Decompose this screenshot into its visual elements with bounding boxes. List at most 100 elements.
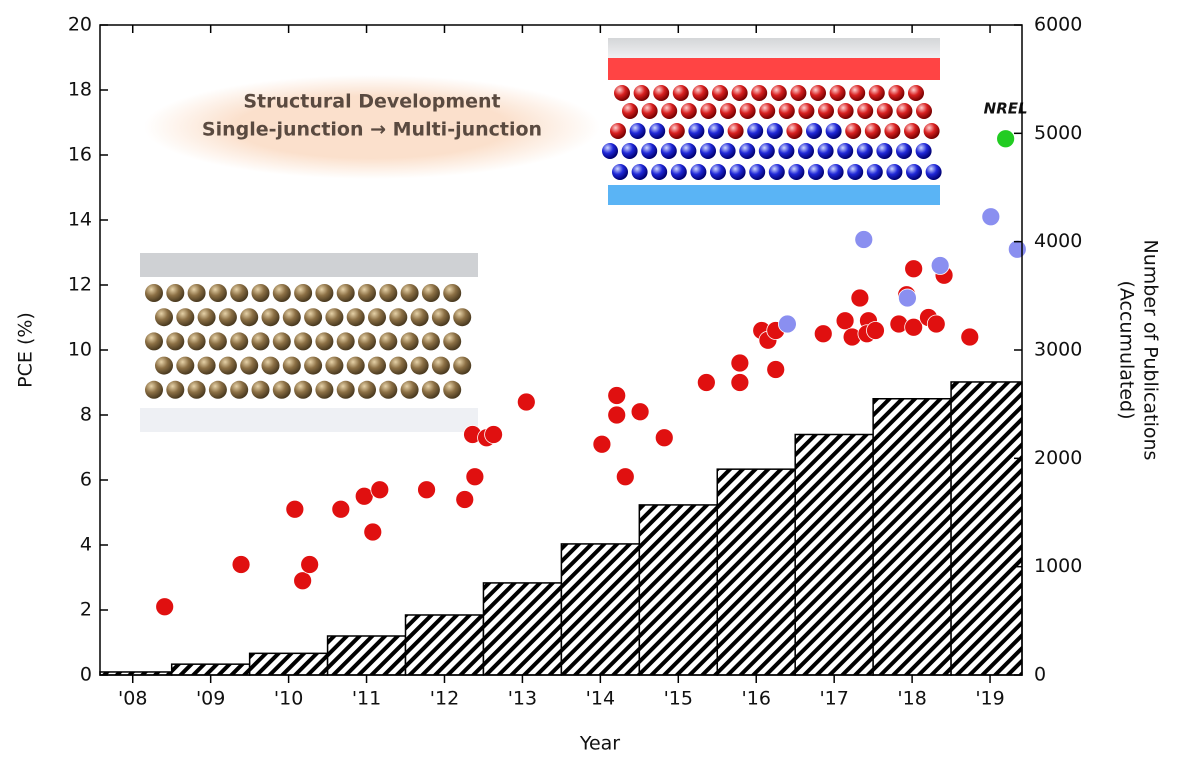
bar xyxy=(873,399,951,675)
y-tick-label: 0 xyxy=(80,664,92,686)
point xyxy=(456,491,474,509)
sphere xyxy=(443,381,461,399)
sphere xyxy=(622,143,638,159)
sphere xyxy=(669,123,685,139)
sphere xyxy=(166,284,184,302)
sphere xyxy=(337,332,355,350)
y-tick-label: 2 xyxy=(80,599,92,621)
point xyxy=(485,426,503,444)
sphere xyxy=(876,143,892,159)
y-tick-label: 12 xyxy=(68,274,92,296)
sphere xyxy=(401,284,419,302)
sphere xyxy=(230,284,248,302)
sphere xyxy=(219,357,237,375)
sphere xyxy=(806,123,822,139)
sphere xyxy=(315,284,333,302)
bar xyxy=(639,505,717,675)
sphere xyxy=(347,357,365,375)
sphere xyxy=(630,123,646,139)
point xyxy=(866,322,884,340)
sphere xyxy=(315,332,333,350)
point xyxy=(905,260,923,278)
sphere xyxy=(145,284,163,302)
sphere xyxy=(230,332,248,350)
sphere xyxy=(671,164,687,180)
y2-tick-label: 3000 xyxy=(1034,339,1082,361)
point xyxy=(655,429,673,447)
sphere xyxy=(294,332,312,350)
sphere xyxy=(759,103,775,119)
sphere xyxy=(710,164,726,180)
y-tick-label: 4 xyxy=(80,534,92,556)
x-tick-label: '19 xyxy=(975,688,1004,710)
point xyxy=(608,387,626,405)
sphere xyxy=(443,284,461,302)
sphere xyxy=(273,332,291,350)
sphere xyxy=(188,381,206,399)
sphere xyxy=(602,143,618,159)
bar xyxy=(483,583,561,675)
x-tick-label: '08 xyxy=(118,688,147,710)
sphere xyxy=(432,308,450,326)
point xyxy=(1008,240,1026,258)
chart: NREL024681012141618200100020003000400050… xyxy=(0,0,1178,756)
point xyxy=(836,312,854,330)
sphere xyxy=(759,143,775,159)
sphere xyxy=(401,332,419,350)
sphere xyxy=(877,103,893,119)
sphere xyxy=(653,85,669,101)
sphere xyxy=(389,357,407,375)
point-label: NREL xyxy=(984,99,1028,117)
sphere xyxy=(422,332,440,350)
sphere xyxy=(632,164,648,180)
point xyxy=(418,481,436,499)
sphere xyxy=(622,103,638,119)
sphere xyxy=(610,123,626,139)
point xyxy=(898,289,916,307)
sphere xyxy=(304,357,322,375)
sphere xyxy=(732,85,748,101)
point xyxy=(286,500,304,518)
x-tick-label: '16 xyxy=(742,688,771,710)
sphere xyxy=(681,103,697,119)
sphere xyxy=(368,357,386,375)
sphere xyxy=(739,143,755,159)
bar xyxy=(406,615,484,675)
x-axis-label: Year xyxy=(579,733,620,755)
y2-tick-label: 4000 xyxy=(1034,230,1082,252)
point xyxy=(631,403,649,421)
sphere xyxy=(411,357,429,375)
point xyxy=(931,257,949,275)
point xyxy=(593,435,611,453)
sphere xyxy=(867,164,883,180)
sphere xyxy=(252,284,270,302)
sphere xyxy=(849,85,865,101)
sphere xyxy=(432,357,450,375)
y2-tick-label: 1000 xyxy=(1034,555,1082,577)
sphere xyxy=(767,123,783,139)
sphere xyxy=(240,357,258,375)
point xyxy=(927,315,945,333)
sphere xyxy=(209,381,227,399)
x-tick-label: '18 xyxy=(897,688,926,710)
sphere xyxy=(896,103,912,119)
x-tick-label: '12 xyxy=(430,688,459,710)
sphere xyxy=(240,308,258,326)
sphere xyxy=(294,284,312,302)
y-tick-label: 14 xyxy=(68,209,92,231)
sphere xyxy=(818,103,834,119)
x-tick-label: '10 xyxy=(274,688,303,710)
sphere xyxy=(325,308,343,326)
sphere xyxy=(337,284,355,302)
y2-tick-label: 2000 xyxy=(1034,447,1082,469)
sphere xyxy=(837,143,853,159)
sphere xyxy=(688,123,704,139)
y-tick-label: 8 xyxy=(80,404,92,426)
point xyxy=(731,374,749,392)
point xyxy=(697,374,715,392)
sphere xyxy=(422,381,440,399)
sphere xyxy=(262,357,280,375)
sphere xyxy=(830,85,846,101)
bar xyxy=(795,435,873,676)
y-tick-label: 16 xyxy=(68,144,92,166)
